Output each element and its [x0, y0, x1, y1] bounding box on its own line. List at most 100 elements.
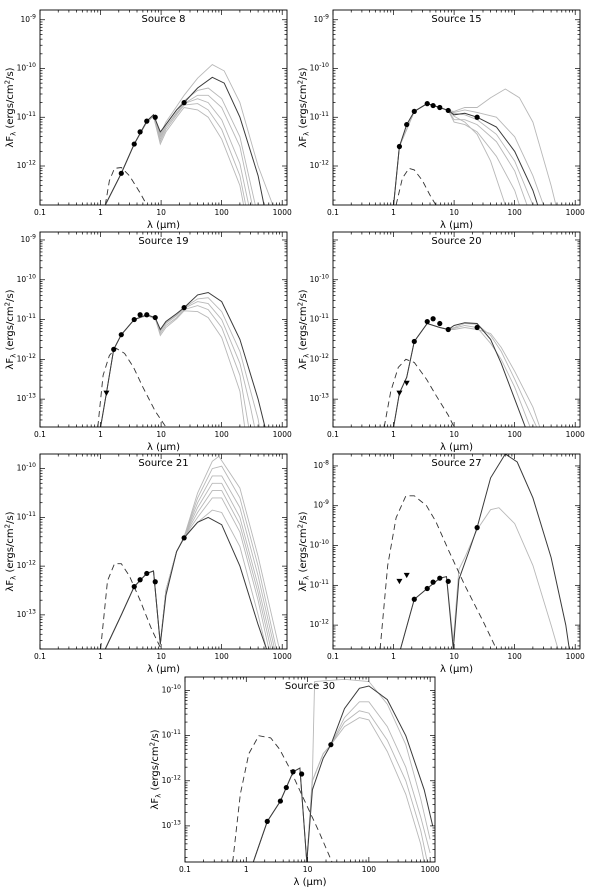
x-tick-label: 100 — [362, 865, 377, 874]
x-tick-label: 0.1 — [327, 430, 339, 439]
photometry-point — [131, 584, 137, 590]
y-tick-label: 10-12 — [162, 774, 182, 785]
x-tick-label: 10 — [156, 652, 166, 661]
y-axis-label: λFλ (ergs/cm2/s) — [4, 67, 18, 147]
x-tick-label: 100 — [214, 652, 229, 661]
panel-title: Source 21 — [138, 458, 188, 469]
photometry-point — [430, 102, 436, 109]
photometry-point — [144, 312, 150, 318]
x-tick-label: 10 — [156, 430, 166, 439]
photometry-point — [396, 143, 403, 150]
sed-curves — [100, 455, 280, 649]
photometry-point — [111, 346, 117, 352]
photometry-point — [137, 577, 143, 583]
x-tick-label: 1000 — [273, 208, 292, 217]
photometry-point — [474, 324, 480, 331]
alternate-fit-curve — [104, 497, 270, 649]
alternate-fit-curve — [104, 482, 274, 649]
y-tick-label: 10-11 — [310, 579, 330, 590]
upper-limit-marker — [403, 380, 410, 387]
sed-curves — [379, 454, 570, 649]
y-tick-label: 10-12 — [17, 560, 37, 571]
y-tick-label: 10-9 — [20, 13, 36, 24]
photometry-point — [474, 114, 480, 120]
best-fit-curve — [104, 516, 267, 649]
x-tick-label: 1 — [98, 208, 103, 217]
y-tick-label: 10-10 — [310, 273, 330, 284]
sed-panel: 0.1 1 10 100 1000 10-13 10-12 10-11 10-10 10-9 Sou… — [4, 231, 292, 453]
y-tick-label: 10-9 — [313, 499, 329, 510]
x-tick-label: 100 — [507, 208, 522, 217]
best-fit-curve — [400, 454, 570, 649]
sed-panel: 0.1 1 10 100 1000 10-13 10-12 10-11 10-10 Source … — [4, 453, 292, 675]
plot-frame — [332, 231, 581, 428]
panel-title: Source 20 — [431, 236, 481, 247]
x-tick-label: 100 — [214, 430, 229, 439]
y-axis-label: λFλ (ergs/cm2/s) — [297, 67, 311, 147]
photometry-point — [411, 338, 417, 345]
upper-limit-marker — [103, 390, 110, 396]
x-axis-label: λ (μm) — [147, 442, 180, 453]
alternate-fit-curve — [393, 103, 544, 205]
photometry-point — [437, 575, 443, 581]
photometry-point — [137, 129, 143, 135]
x-tick-label: 0.1 — [327, 652, 339, 661]
y-tick-label: 10-8 — [313, 459, 329, 470]
x-tick-label: 10 — [156, 208, 166, 217]
stellar-photosphere-curve — [104, 167, 148, 205]
y-tick-label: 10-9 — [313, 13, 329, 24]
stellar-photosphere-curve — [379, 495, 497, 649]
upper-limit-marker — [396, 390, 403, 396]
x-tick-label: 10 — [303, 865, 313, 874]
photometry-point — [290, 769, 296, 775]
photometry-point — [411, 596, 417, 602]
x-axis-label: λ (μm) — [147, 220, 180, 231]
alternate-fit-curve — [100, 305, 250, 427]
x-tick-label: 10 — [449, 208, 459, 217]
x-tick-label: 1 — [98, 652, 103, 661]
sed-panel: 0.1 1 10 100 1000 10-13 10-12 10-11 10-10 Source … — [149, 676, 440, 888]
x-tick-label: 1000 — [566, 430, 585, 439]
x-tick-label: 1000 — [566, 208, 585, 217]
y-tick-label: 10-12 — [17, 353, 37, 364]
y-tick-label: 10-13 — [162, 819, 182, 830]
photometry-point — [144, 570, 150, 577]
photometry-point — [137, 312, 143, 318]
sed-panel: 0.1 1 10 100 1000 10-12 10-11 10-10 10-9 Source 1… — [297, 9, 585, 231]
upper-limit-marker — [396, 578, 403, 585]
photometry-point — [437, 104, 443, 111]
photometry-point — [404, 121, 410, 128]
plot-frame — [39, 231, 288, 428]
photometry-point — [144, 118, 150, 124]
stellar-photosphere-curve — [100, 563, 162, 649]
photometry-point — [118, 170, 124, 176]
photometry-point — [181, 305, 187, 311]
x-axis-label: λ (μm) — [440, 664, 473, 675]
sed-panel: 0.1 1 10 100 1000 10-13 10-12 10-11 10-10 Source … — [297, 231, 585, 453]
alternate-fit-curve — [252, 678, 431, 862]
alternate-fit-curve — [104, 475, 276, 649]
plot-frame — [332, 453, 581, 650]
alternate-fit-curve — [393, 103, 534, 205]
photometry-point — [424, 318, 430, 325]
photometry-point — [445, 578, 451, 584]
sed-curves — [97, 291, 266, 427]
y-tick-label: 10-10 — [310, 62, 330, 73]
y-axis-label: λFλ (ergs/cm2/s) — [4, 289, 18, 369]
x-axis-label: λ (μm) — [440, 220, 473, 231]
sed-panel: 0.1 1 10 100 1000 10-12 10-11 10-10 10-9 10-8 Sour… — [297, 453, 585, 675]
y-tick-label: 10-11 — [17, 111, 37, 122]
sed-curves — [393, 88, 557, 205]
y-tick-label: 10-12 — [17, 160, 37, 171]
stellar-photosphere-curve — [395, 167, 437, 205]
x-tick-label: 100 — [507, 652, 522, 661]
best-fit-curve — [100, 291, 266, 427]
y-tick-label: 10-13 — [17, 393, 37, 404]
plot-frame — [332, 9, 581, 206]
y-tick-label: 10-10 — [17, 273, 37, 284]
photometry-point — [430, 316, 436, 322]
x-tick-label: 0.1 — [179, 865, 191, 874]
y-tick-label: 10-10 — [17, 62, 37, 73]
y-tick-label: 10-12 — [310, 619, 330, 630]
plot-frame — [39, 9, 288, 206]
